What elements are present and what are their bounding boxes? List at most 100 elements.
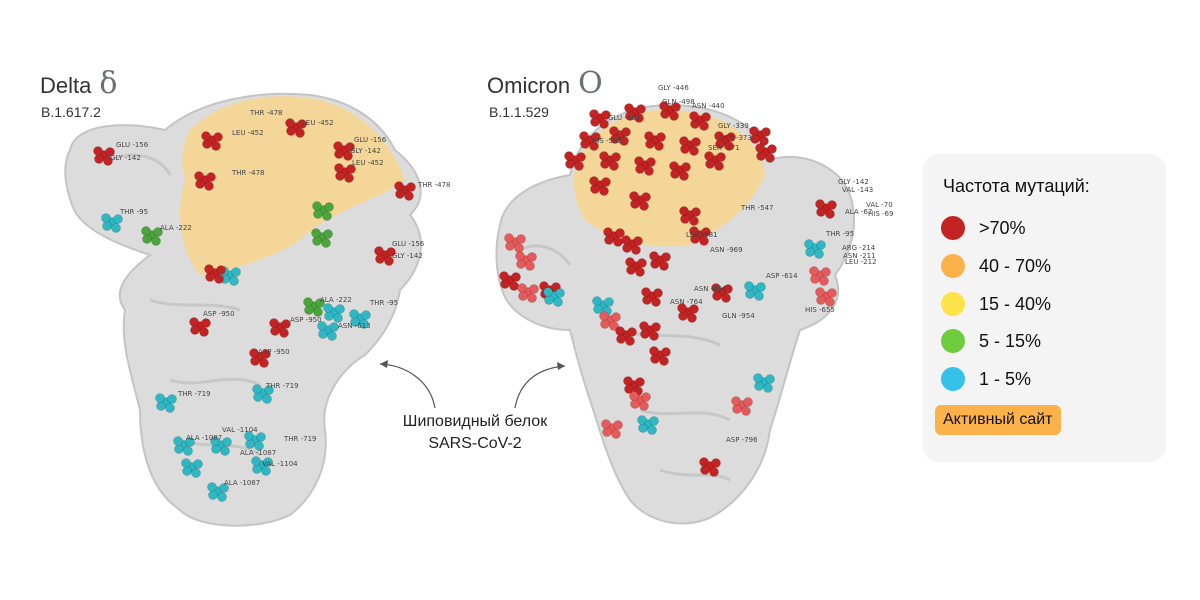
mutation-sphere [219,483,229,493]
mutation-sphere [113,214,123,224]
mutation-sphere [259,358,269,368]
mutation-sphere [335,171,345,181]
mutation-sphere [661,347,671,357]
red-dot-icon [941,216,965,240]
mutation-sphere [699,236,709,246]
residue-label: HIS -69 [868,210,893,218]
mutation-sphere [732,404,742,414]
mutation-sphere [601,419,611,429]
residue-label: GLY -142 [350,147,381,155]
residue-label: GLU -156 [354,136,387,144]
mutation-sphere [815,199,825,209]
residue-label: GLN -498 [662,98,695,106]
mutation-sphere [625,257,635,267]
mutation-sphere [615,326,625,336]
mutation-sphere [281,319,291,329]
residue-label: ASN -764 [670,298,703,306]
mutation-sphere [613,237,623,247]
mutation-sphere [553,297,563,307]
mutation-sphere [201,318,211,328]
residue-label: LEU -452 [352,159,384,167]
mutation-sphere [827,288,837,298]
mutation-cluster [599,151,621,171]
mutation-sphere [244,431,254,441]
mutation-sphere [204,264,214,274]
mutation-sphere [679,206,689,216]
mutation-cluster [249,348,271,368]
mutation-sphere [313,307,323,317]
delta-lineage: B.1.617.2 [41,104,101,120]
mutation-sphere [699,457,709,467]
mutation-sphere [317,321,327,331]
mutation-sphere [709,467,719,477]
mutation-sphere [699,121,709,131]
mutation-sphere [613,420,623,430]
legend-item-40-70: 40 - 70% [941,252,1051,280]
mutation-sphere [623,376,633,386]
mutation-sphere [254,441,264,451]
mutation-sphere [749,126,759,136]
residue-label: THR -95 [825,230,854,238]
mutation-sphere [592,296,602,306]
mutation-sphere [649,346,659,356]
mutation-sphere [263,457,273,467]
mutation-sphere [599,119,609,129]
mutation-sphere [214,274,224,284]
mutation-sphere [723,284,733,294]
mutation-cluster [589,176,611,196]
mutation-sphere [611,312,621,322]
mutation-sphere [500,279,510,289]
mutation-sphere [687,313,697,323]
mutation-sphere [111,223,121,233]
mutation-sphere [689,146,699,156]
green-dot-icon [941,329,965,353]
mutation-sphere [516,234,526,244]
mutation-sphere [199,327,209,337]
mutation-sphere [361,310,371,320]
mutation-sphere [297,119,307,129]
mutation-sphere [604,235,614,245]
mutation-cluster [374,246,396,266]
mutation-sphere [731,396,741,406]
mutation-sphere [165,403,175,413]
mutation-cluster [207,482,229,502]
mutation-sphere [635,267,645,277]
mutation-sphere [726,132,736,142]
mutation-sphere [767,144,777,154]
active-site-badge: Активный сайт [935,405,1061,435]
mutation-sphere [616,334,626,344]
residue-label: GLY -142 [110,154,141,162]
mutation-sphere [600,319,610,329]
legend-label: 15 - 40% [979,293,1052,314]
mutation-sphere [650,259,660,269]
mutation-sphere [335,304,345,314]
arrow-head-delta [380,360,388,368]
mutation-sphere [714,161,724,171]
residue-label: GLY -142 [838,178,869,186]
mutation-cluster [637,415,659,435]
mutation-cluster [181,458,203,478]
mutation-sphere [604,297,614,307]
residue-label: ASN -969 [710,246,743,254]
mutation-sphere [635,164,645,174]
mutation-sphere [755,143,765,153]
mutation-sphere [624,103,634,113]
mutation-sphere [142,234,152,244]
mutation-sphere [629,191,639,201]
mutation-sphere [312,236,322,246]
mutation-cluster [649,251,671,271]
mutation-sphere [756,282,766,292]
mutation-cluster [599,311,621,331]
mutation-sphere [375,254,385,264]
mutation-sphere [659,101,669,111]
mutation-sphere [574,161,584,171]
mutation-sphere [640,329,650,339]
mutation-sphere [765,153,775,163]
mutation-sphere [759,136,769,146]
residue-label: LEU -212 [845,258,877,266]
mutation-cluster [155,393,177,413]
mutation-sphere [689,226,699,236]
mutation-cluster [312,201,334,221]
mutation-sphere [156,401,166,411]
mutation-sphere [279,328,289,338]
